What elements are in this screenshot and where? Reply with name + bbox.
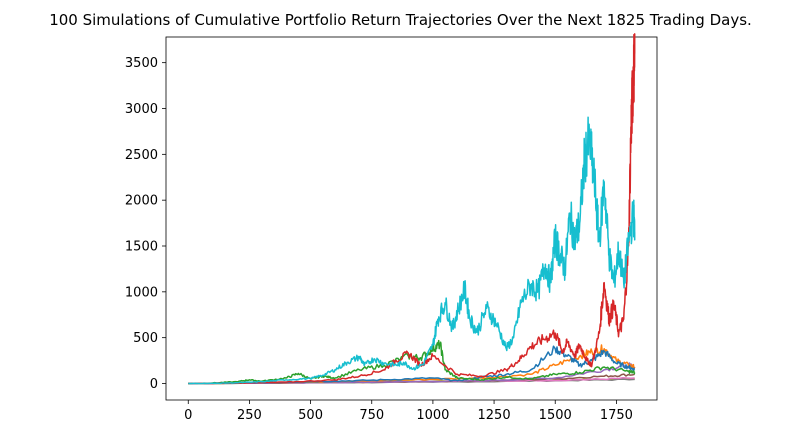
x-tick-label: 0	[184, 408, 192, 423]
plot-area	[165, 36, 658, 401]
series-line	[188, 339, 636, 385]
y-tick-label: 0	[150, 377, 158, 392]
chart-title: 100 Simulations of Cumulative Portfolio …	[49, 11, 752, 29]
series-layer	[188, 33, 636, 385]
y-tick-label: 3500	[125, 56, 158, 71]
series-line	[188, 345, 636, 385]
x-tick-label: 1750	[600, 408, 633, 423]
y-axis: 0 500 1000 1500 2000 2500 3000 3500	[125, 56, 166, 392]
series-line	[188, 116, 636, 385]
y-tick-label: 2500	[125, 148, 158, 163]
x-tick-label: 500	[298, 408, 323, 423]
y-tick-label: 1500	[125, 240, 158, 255]
x-tick-label: 750	[359, 408, 384, 423]
y-tick-label: 500	[133, 331, 158, 346]
x-tick-label: 1500	[539, 408, 572, 423]
y-tick-label: 3000	[125, 102, 158, 117]
series-line	[188, 33, 636, 385]
y-tick-label: 1000	[125, 285, 158, 300]
x-tick-label: 1000	[416, 408, 449, 423]
series-line	[188, 344, 636, 385]
x-tick-label: 250	[237, 408, 262, 423]
x-axis: 0 250 500 750 1000 1250 1500 1750	[184, 400, 633, 423]
x-tick-label: 1250	[478, 408, 511, 423]
y-tick-label: 2000	[125, 194, 158, 209]
